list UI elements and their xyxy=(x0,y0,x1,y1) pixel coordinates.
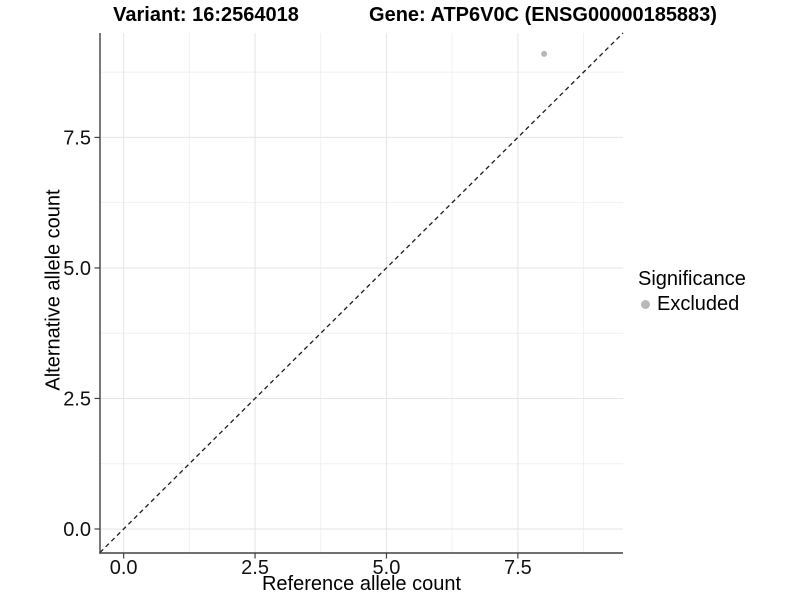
y-tick-label: 5.0 xyxy=(63,258,91,280)
scatter-point xyxy=(541,50,548,57)
x-tick-label: 5.0 xyxy=(373,557,401,579)
x-tick-label: 7.5 xyxy=(504,557,532,579)
y-tick-label: 2.5 xyxy=(63,388,91,410)
x-axis-title: Reference allele count xyxy=(261,573,461,595)
identity-reference-line xyxy=(99,32,624,553)
y-tick-label: 0.0 xyxy=(63,519,91,541)
legend: Significance Excluded xyxy=(638,268,746,316)
y-tick-label: 7.5 xyxy=(63,127,91,149)
y-axis-title: Alternative allele count xyxy=(42,189,65,391)
legend-title: Significance xyxy=(638,268,746,290)
excluded-point-icon xyxy=(641,300,650,309)
x-tick-label: 0.0 xyxy=(110,557,138,579)
legend-item-excluded: Excluded xyxy=(638,293,746,316)
plot-title-variant: Variant: 16:2564018 xyxy=(113,4,299,26)
x-tick-label: 2.5 xyxy=(241,557,269,579)
plot-title-gene: Gene: ATP6V0C (ENSG00000185883) xyxy=(369,4,717,26)
legend-item-label: Excluded xyxy=(657,293,740,315)
